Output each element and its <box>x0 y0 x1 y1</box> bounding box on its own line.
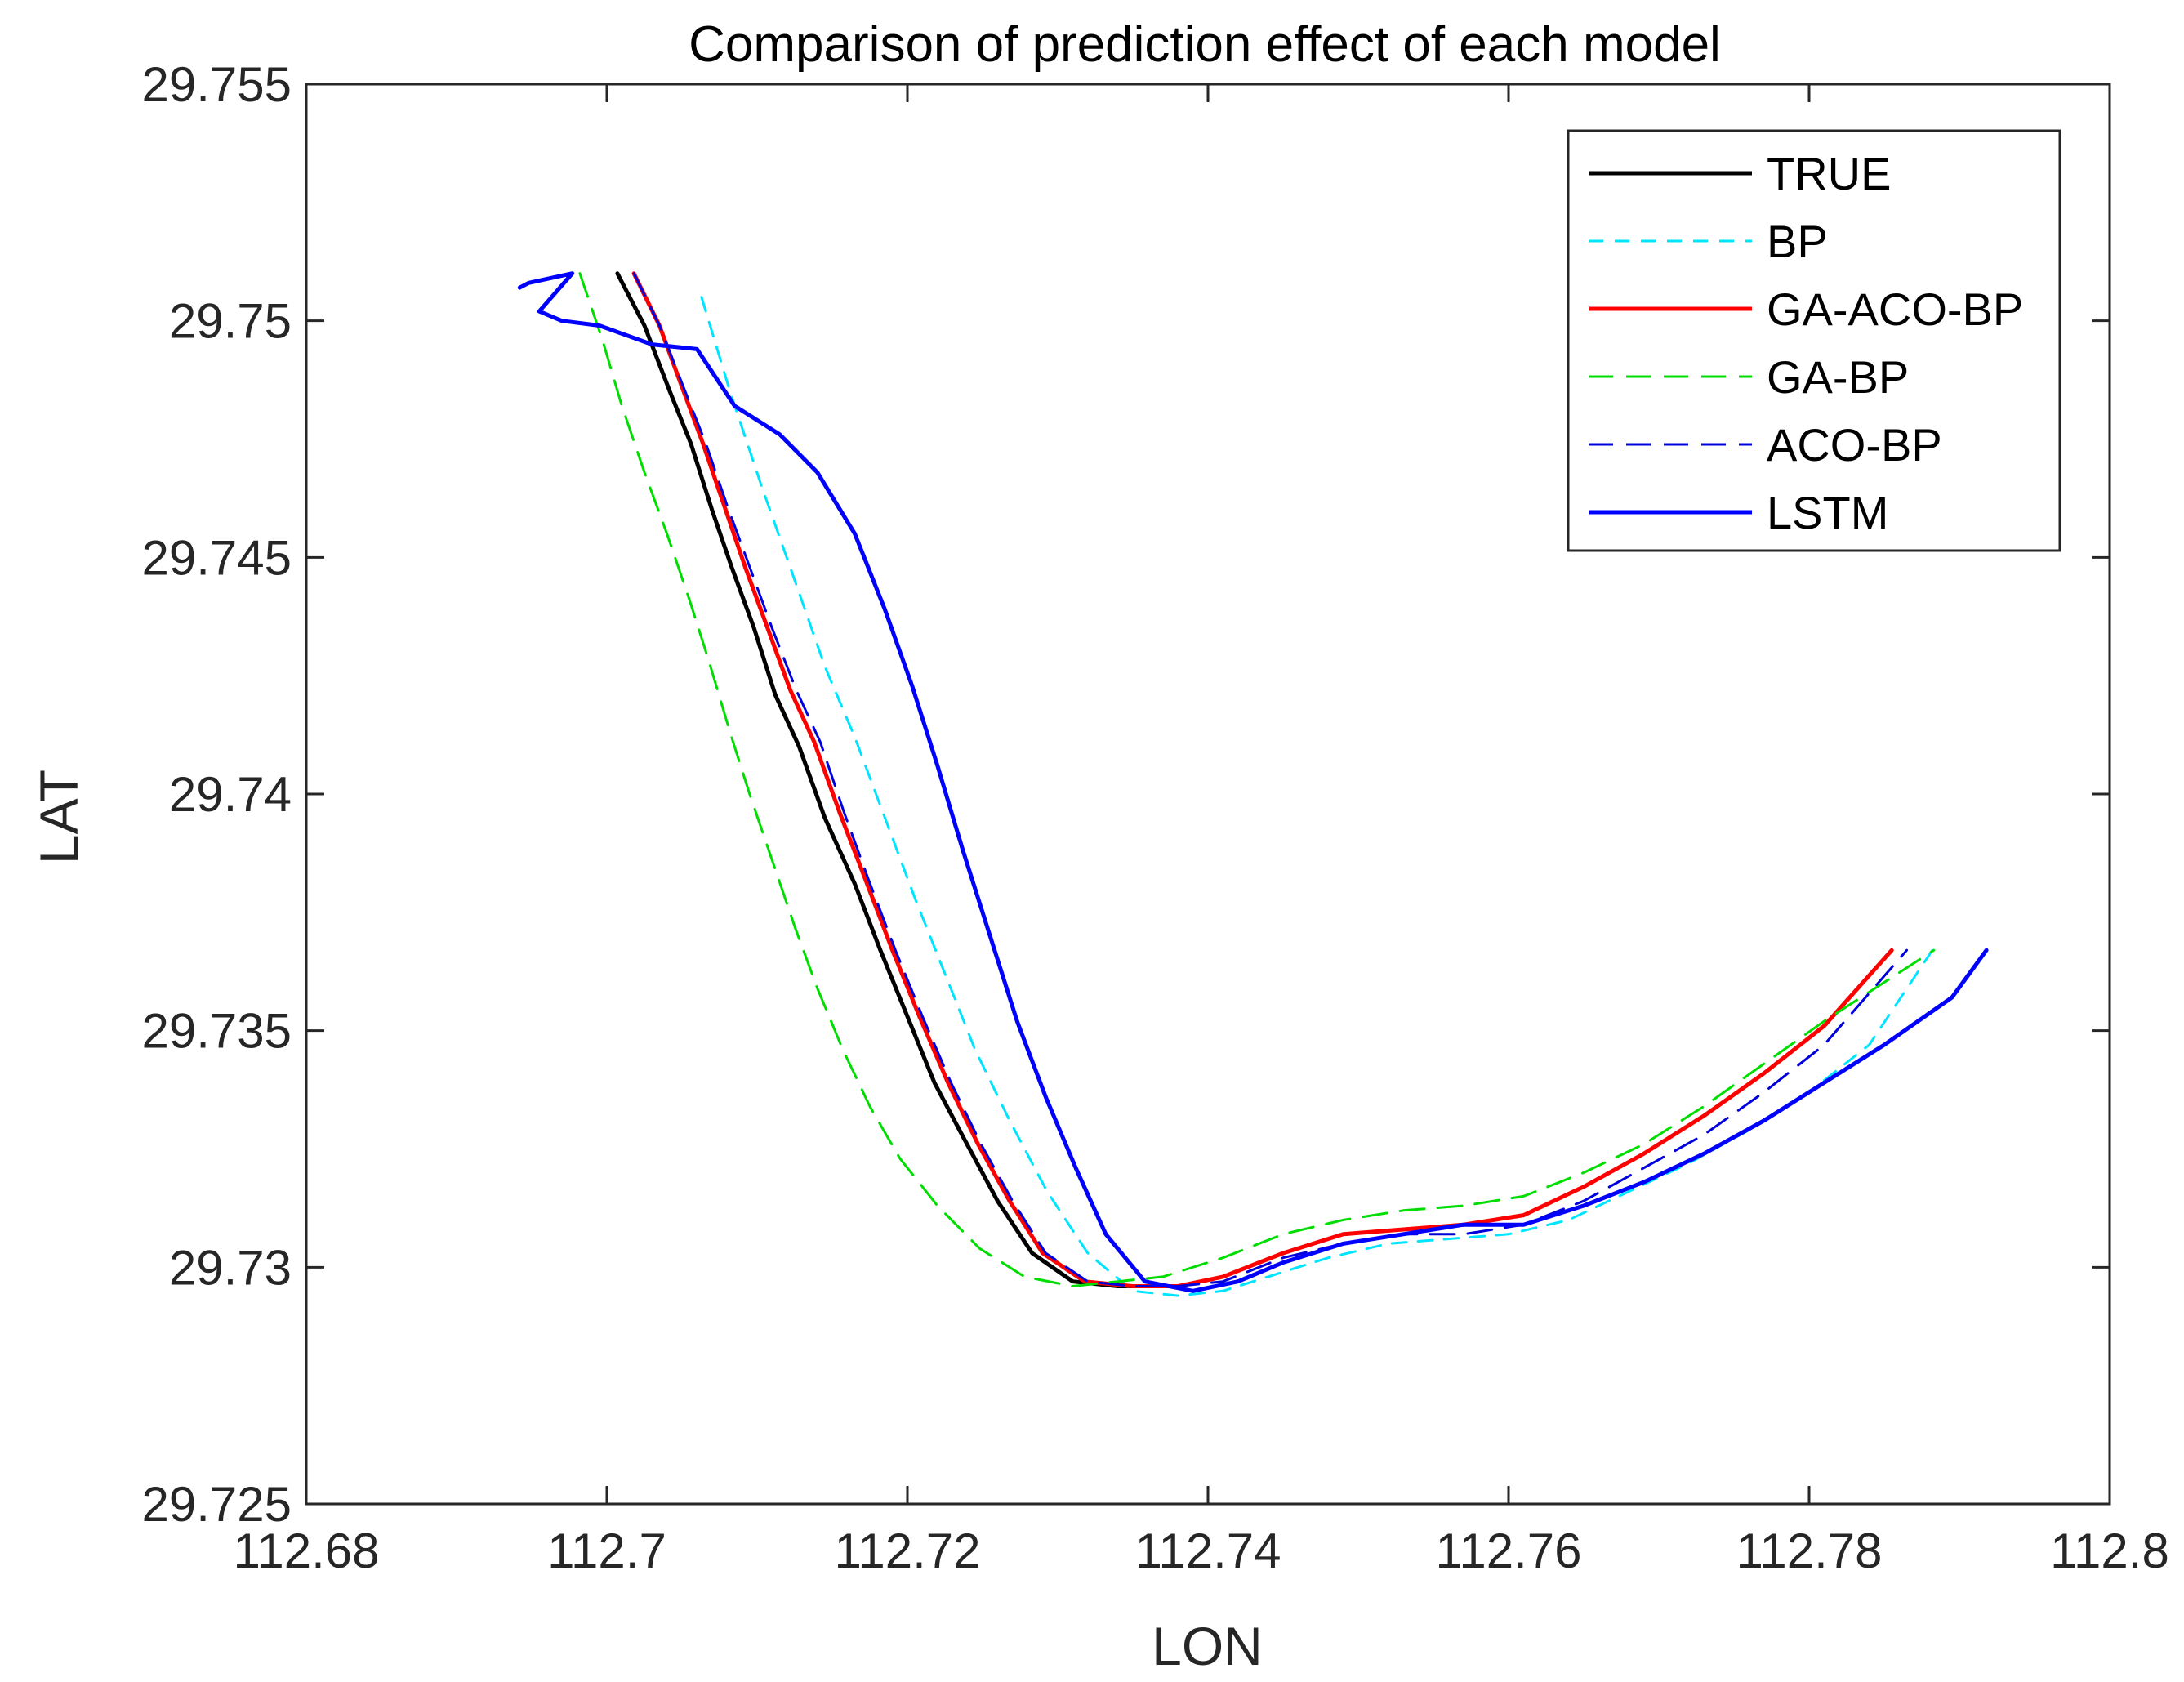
x-tick-label: 112.72 <box>834 1524 980 1578</box>
legend-label-lstm: LSTM <box>1767 487 1888 538</box>
x-tick-label: 112.8 <box>2050 1524 2169 1578</box>
legend-label-aco-bp: ACO-BP <box>1767 419 1942 471</box>
y-tick-label: 29.725 <box>141 1477 292 1532</box>
x-tick-label: 112.78 <box>1736 1524 1882 1578</box>
series-line-true <box>615 271 1166 1288</box>
x-tick-label: 112.7 <box>547 1524 666 1578</box>
series-line-ga-bp <box>578 272 1936 1287</box>
x-tick-label: 112.76 <box>1435 1524 1581 1578</box>
x-axis-ticks: 112.68 112.7 112.72 112.74 112.76 112.78 112.8 <box>233 84 2169 1578</box>
legend-label-ga-bp: GA-BP <box>1767 351 1909 403</box>
y-axis-ticks: 29.725 29.73 29.735 29.74 29.745 29.75 29.755 <box>141 57 2110 1532</box>
y-tick-label: 29.73 <box>169 1240 292 1295</box>
legend-label-bp: BP <box>1767 216 1828 267</box>
y-tick-label: 29.735 <box>141 1004 292 1059</box>
y-tick-label: 29.74 <box>169 767 292 822</box>
legend-label-true: TRUE <box>1767 148 1891 199</box>
legend: TRUE BP GA-ACO-BP GA-BP ACO-BP LSTM <box>1567 129 2061 552</box>
y-axis-label: LAT <box>29 770 89 864</box>
x-tick-label: 112.68 <box>233 1524 379 1578</box>
chart-title: Comparison of prediction effect of each … <box>689 16 1721 73</box>
x-tick-label: 112.74 <box>1134 1524 1281 1578</box>
y-tick-label: 29.755 <box>141 57 292 112</box>
x-axis-label: LON <box>1152 1616 1263 1676</box>
legend-label-ga-aco-bp: GA-ACO-BP <box>1767 283 2023 335</box>
series-line-bp <box>700 296 1934 1297</box>
series-line-ga-aco-bp <box>631 271 1894 1288</box>
series-line-lstm <box>517 271 1989 1293</box>
y-tick-label: 29.745 <box>141 530 292 585</box>
series-line-aco-bp <box>632 272 1909 1287</box>
y-tick-label: 29.75 <box>169 294 292 349</box>
legend-box <box>1567 129 2061 552</box>
series-group <box>517 271 1989 1297</box>
